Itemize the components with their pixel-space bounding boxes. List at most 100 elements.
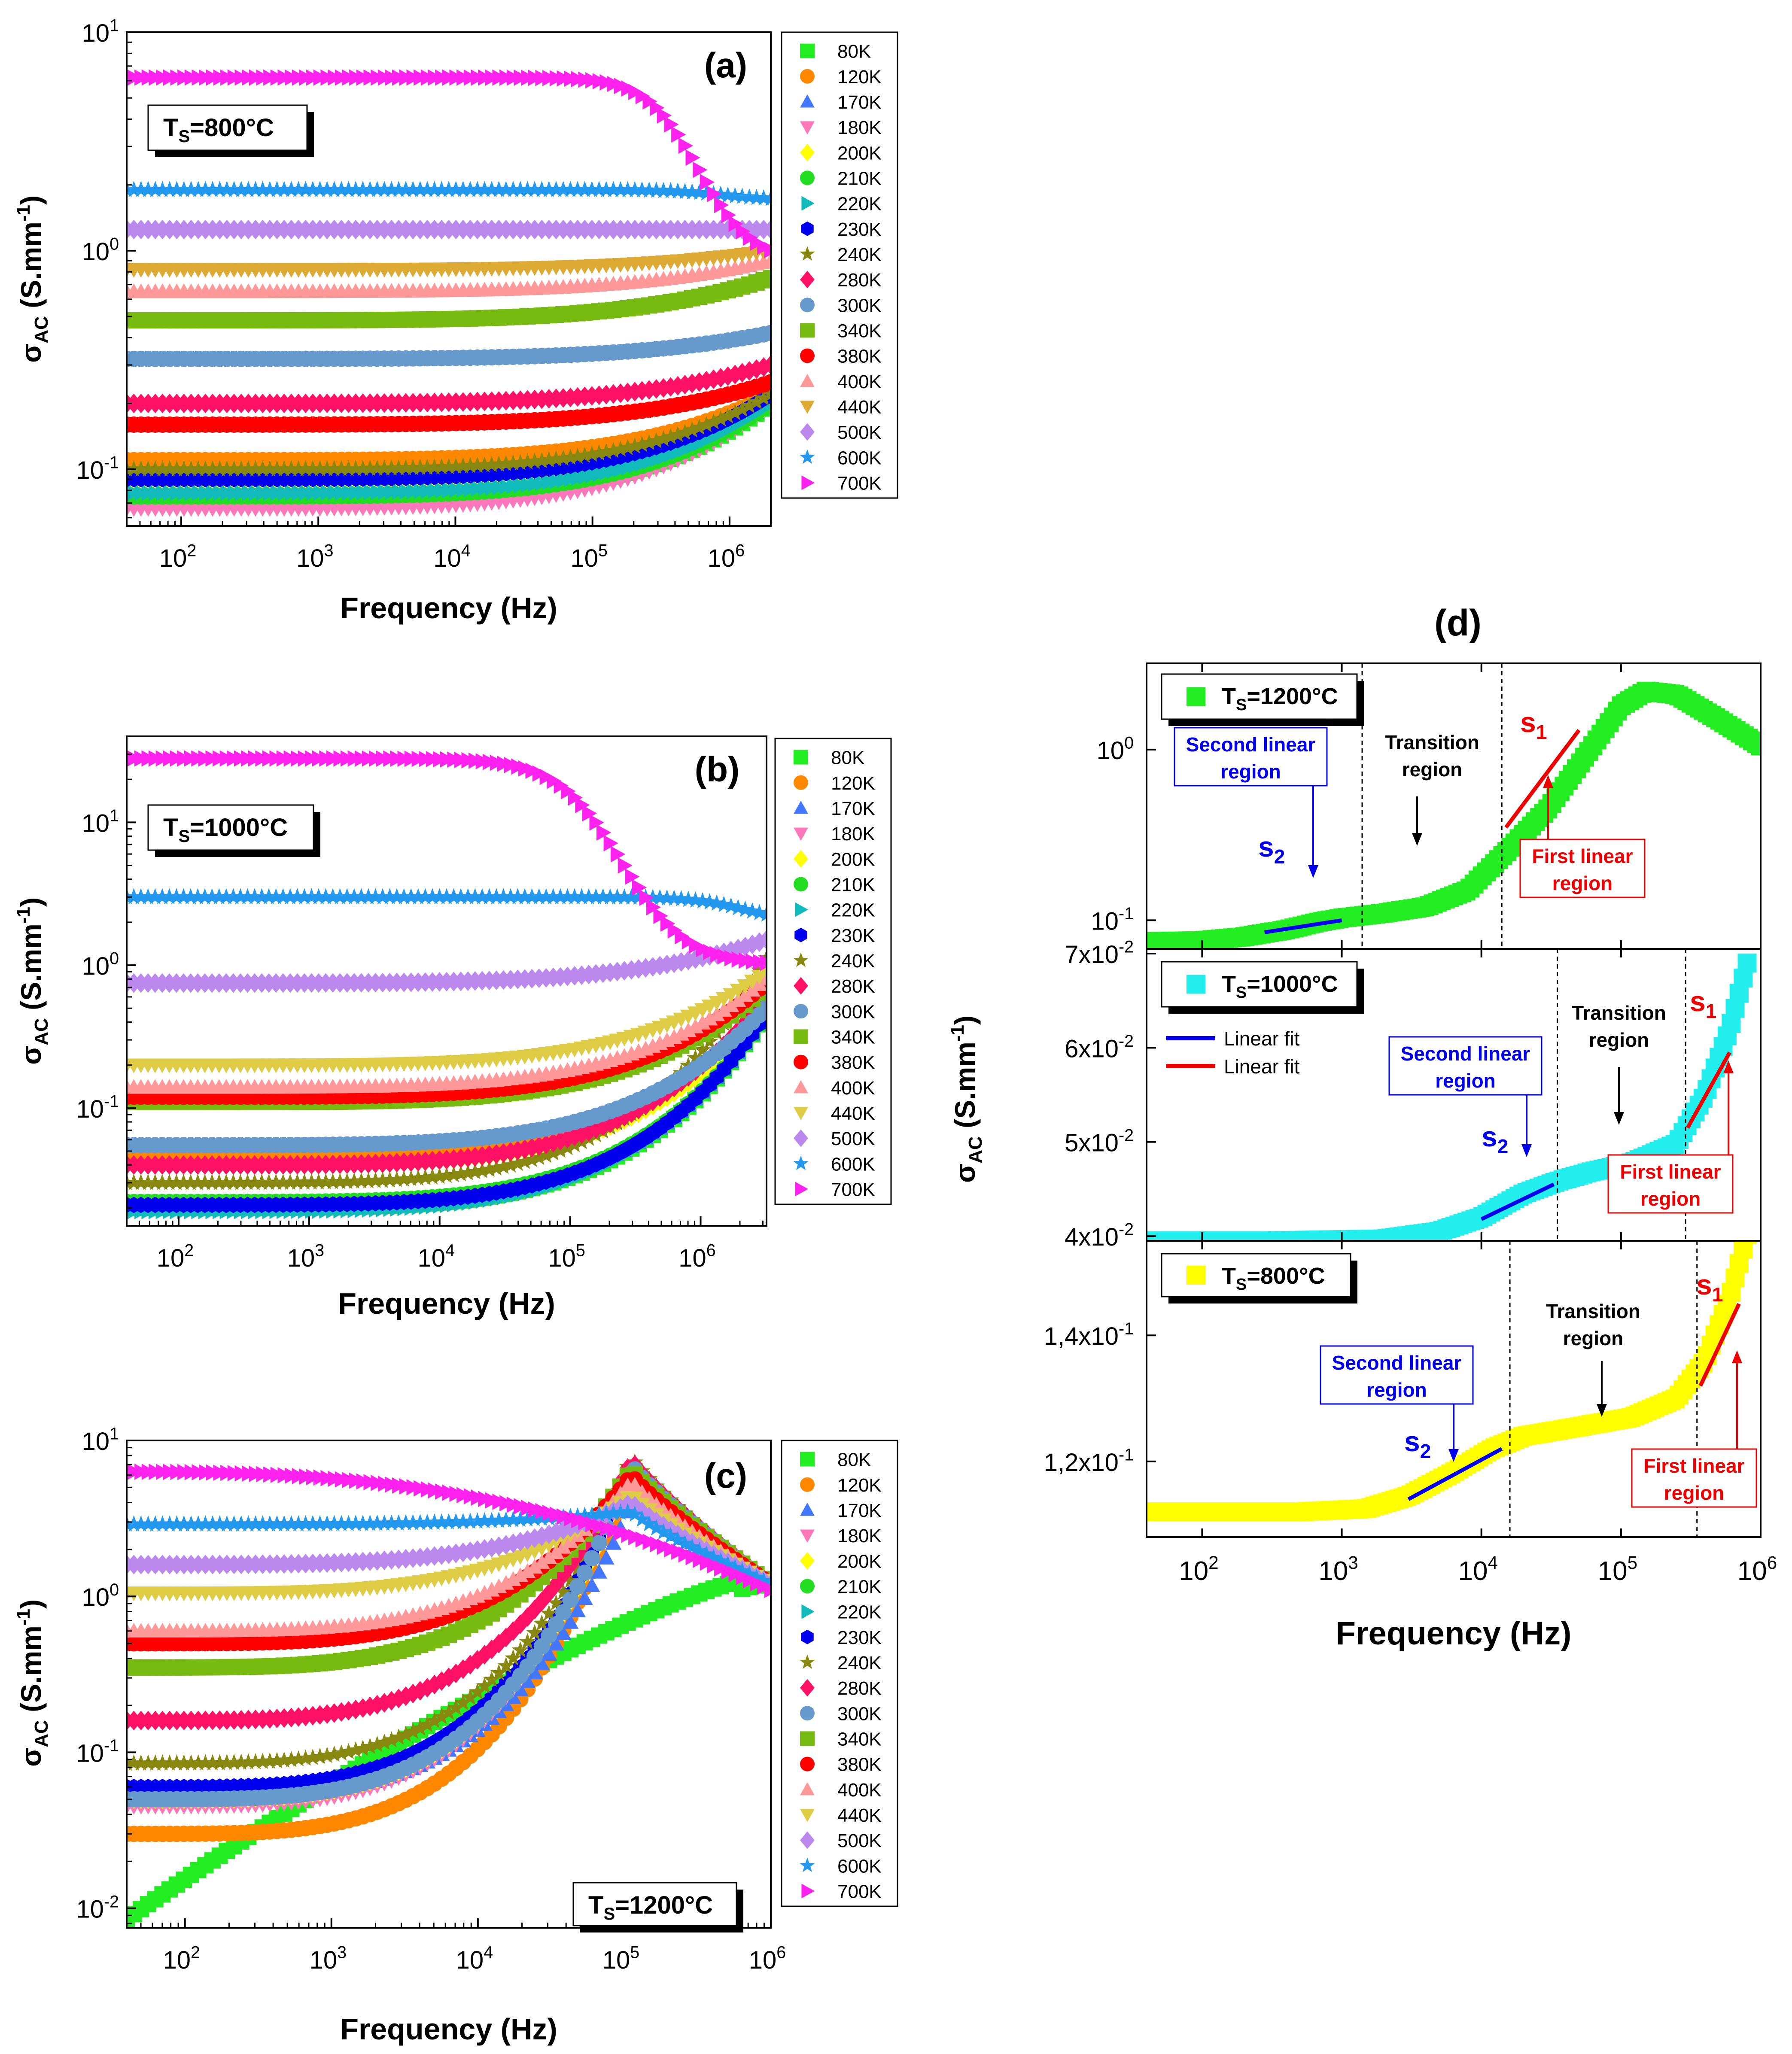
point-600K: [466, 888, 484, 905]
point-280K: [548, 1574, 564, 1594]
legend-label: 300K: [831, 1001, 875, 1022]
y-tick-label: 10-1: [76, 453, 119, 484]
point-600K: [483, 181, 500, 197]
point-240K: [597, 443, 615, 459]
point-500K: [723, 941, 739, 960]
point-240K: [261, 460, 279, 477]
point-240K: [254, 460, 271, 477]
point-240K: [462, 1689, 479, 1705]
legend-marker: [800, 298, 815, 313]
legend-marker: [800, 69, 815, 84]
point-600K: [526, 181, 543, 197]
point-700K: [596, 824, 612, 841]
point-240K: [254, 1753, 271, 1769]
legend-label: 400K: [837, 371, 882, 392]
point-600K: [268, 181, 286, 197]
point-400K: [763, 252, 771, 267]
point-240K: [705, 413, 722, 430]
point-600K: [426, 181, 443, 197]
point-170K: [605, 1535, 622, 1550]
point-600K: [404, 181, 422, 197]
point-600K: [597, 181, 615, 198]
point-600K: [367, 888, 384, 905]
legend-label: 200K: [837, 143, 882, 164]
legend-label: 300K: [837, 295, 882, 316]
legend-label: 280K: [837, 270, 882, 291]
point-240K: [376, 459, 393, 476]
point-240K: [368, 459, 386, 476]
point-240K: [419, 1716, 436, 1732]
point-600K: [260, 888, 277, 905]
point-240K: [554, 449, 572, 466]
point-600K: [360, 888, 377, 905]
point-240K: [640, 434, 658, 450]
series-700K: [127, 750, 767, 971]
point-240K: [175, 1754, 193, 1771]
point-400K: [627, 1477, 643, 1492]
point-700K: [611, 846, 626, 863]
point-240K: [275, 1751, 293, 1768]
point-600K: [146, 888, 164, 905]
point-240K: [354, 1739, 371, 1756]
point-240K: [687, 1049, 704, 1066]
point-600K: [281, 888, 299, 905]
legend-marker: [800, 323, 815, 338]
point-400K: [694, 1015, 711, 1030]
x-tick-label: 106: [708, 541, 745, 572]
legend-marker: [800, 423, 815, 441]
point-600K: [554, 181, 572, 198]
point-240K: [324, 1173, 341, 1189]
point-240K: [519, 453, 536, 470]
point-600K: [691, 184, 708, 200]
legend-marker: [800, 449, 815, 464]
data-area: [127, 750, 767, 1219]
point-600K: [232, 888, 249, 905]
point-240K: [676, 423, 694, 440]
point-240K: [569, 1559, 586, 1576]
point-700K: [678, 137, 693, 154]
point-240K: [397, 1726, 414, 1742]
point-240K: [397, 459, 414, 476]
legend-label: 600K: [831, 1154, 875, 1175]
series-700K: [127, 69, 771, 258]
point-600K: [239, 888, 256, 905]
point-600K: [196, 888, 213, 905]
point-600K: [161, 181, 178, 197]
point-240K: [523, 1151, 541, 1167]
point-600K: [296, 888, 313, 905]
point-240K: [239, 1173, 256, 1190]
point-600K: [698, 184, 715, 201]
point-240K: [218, 460, 236, 477]
point-600K: [340, 181, 357, 197]
legend-label: 120K: [837, 67, 882, 88]
point-240K: [260, 1173, 277, 1190]
point-600K: [324, 888, 341, 905]
point-280K: [398, 1686, 414, 1706]
annotation-box: [147, 104, 308, 151]
point-170K: [562, 1614, 579, 1629]
point-240K: [741, 397, 758, 413]
point-600K: [447, 181, 465, 197]
point-300K: [576, 1565, 593, 1581]
point-600K: [438, 888, 455, 905]
point-240K: [691, 419, 708, 435]
series-340K: [127, 270, 771, 329]
point-600K: [297, 181, 314, 197]
point-400K: [505, 1571, 521, 1586]
point-240K: [402, 1170, 420, 1186]
point-240K: [189, 1173, 207, 1190]
point-600K: [303, 888, 320, 905]
point-240K: [469, 1683, 486, 1699]
legend-marker: [800, 246, 815, 261]
point-240K: [361, 1738, 379, 1754]
point-280K: [523, 1138, 540, 1158]
point-240K: [612, 440, 629, 457]
point-600K: [189, 888, 207, 905]
legend-label: 230K: [837, 219, 882, 240]
point-240K: [161, 1173, 178, 1190]
point-700K: [685, 149, 700, 166]
series-500K: [127, 219, 771, 240]
point-600K: [648, 182, 665, 198]
point-240K: [340, 460, 357, 476]
point-240K: [445, 1166, 462, 1182]
